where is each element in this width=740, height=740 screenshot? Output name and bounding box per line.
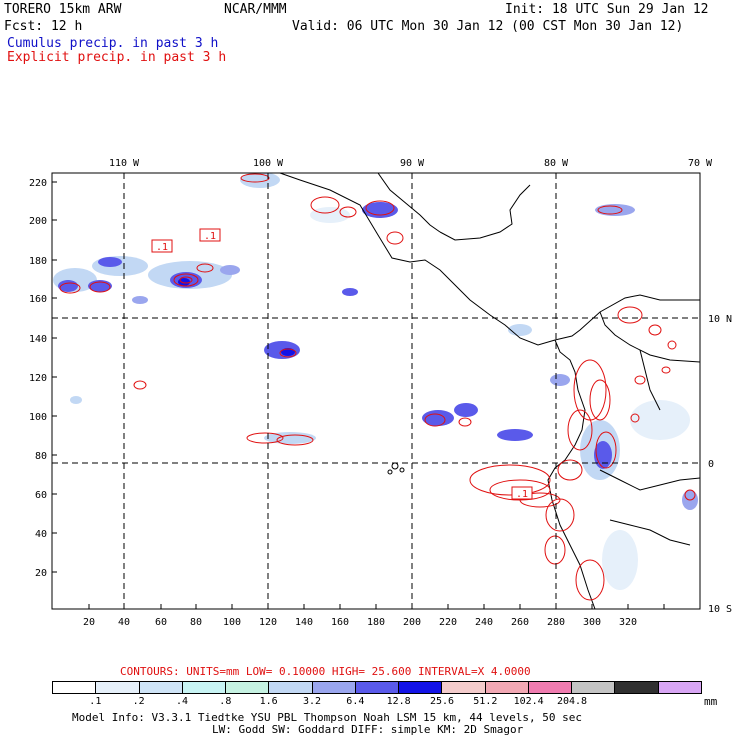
bottom-label: 220 <box>439 617 457 628</box>
coastlines <box>279 173 700 609</box>
contour-label-2: .1 <box>204 231 216 242</box>
right-label-10n: 10 N <box>708 314 732 325</box>
colorbar-label: 12.8 <box>386 696 411 707</box>
left-label: 180 <box>29 256 47 267</box>
left-label: 40 <box>35 529 47 540</box>
colorbar-segment <box>226 682 270 693</box>
colorbar-label: 1.6 <box>259 696 278 707</box>
colorbar-label: .4 <box>175 696 189 707</box>
colorbar-label: 25.6 <box>429 696 455 707</box>
bottom-label: 20 <box>83 617 95 628</box>
colorbar-label: 6.4 <box>346 696 365 707</box>
colorbar-label: .2 <box>132 696 145 707</box>
top-label-100w: 100 W <box>253 158 284 169</box>
contour-label-boxes <box>151 228 533 500</box>
bottom-label: 180 <box>367 617 385 628</box>
bottom-label: 100 <box>223 617 241 628</box>
top-label-80w: 80 W <box>544 158 569 169</box>
precip-map: .1 .1 .1 110 W 100 W 90 W 80 W 70 W 10 N… <box>29 158 732 628</box>
left-label: 160 <box>29 294 47 305</box>
contour-label-3: .1 <box>516 489 528 500</box>
top-label-110w: 110 W <box>109 158 140 169</box>
init-time: Init: 18 UTC Sun 29 Jan 12 <box>505 2 709 17</box>
colorbar-segment <box>442 682 486 693</box>
bottom-label: 260 <box>511 617 529 628</box>
footer-model-info: Model Info: V3.3.1 Tiedtke YSU PBL Thomp… <box>72 711 582 724</box>
colorbar-segment <box>399 682 443 693</box>
left-label: 140 <box>29 334 47 345</box>
left-label: 80 <box>35 451 47 462</box>
bottom-label: 80 <box>190 617 202 628</box>
valid-time: Valid: 06 UTC Mon 30 Jan 12 (00 CST Mon … <box>292 19 684 34</box>
contour-label-1: .1 <box>156 242 168 253</box>
left-label: 100 <box>29 412 47 423</box>
colorbar <box>52 681 702 694</box>
legend-explicit: Explicit precip. in past 3 h <box>7 50 227 65</box>
colorbar-label: 3.2 <box>302 696 322 707</box>
right-label-0: 0 <box>708 459 714 470</box>
contours-info: CONTOURS: UNITS=mm LOW= 0.10000 HIGH= 25… <box>120 665 531 678</box>
colorbar-segment <box>269 682 313 693</box>
footer-physics-info: LW: Godd SW: Goddard DIFF: simple KM: 2D… <box>212 723 524 736</box>
bottom-label: 240 <box>475 617 493 628</box>
left-label: 20 <box>35 568 47 579</box>
axis-ticks <box>52 181 665 609</box>
bottom-label: 120 <box>259 617 277 628</box>
right-label-10s: 10 S <box>708 604 732 615</box>
left-label: 120 <box>29 373 47 384</box>
colorbar-segment <box>96 682 140 693</box>
bottom-label: 200 <box>403 617 421 628</box>
bottom-label: 60 <box>155 617 167 628</box>
colorbar-label: .1 <box>89 696 102 707</box>
bottom-label: 320 <box>619 617 637 628</box>
legend-cumulus: Cumulus precip. in past 3 h <box>7 36 219 51</box>
colorbar-segment <box>528 682 573 693</box>
forecast-hour: Fcst: 12 h <box>4 19 83 34</box>
top-label-70w: 70 W <box>688 158 713 169</box>
colorbar-label: 102.4 <box>513 696 544 707</box>
institution-label: NCAR/MMM <box>224 2 287 17</box>
map-field: .1 .1 .1 <box>52 173 700 609</box>
colorbar-segment <box>355 682 400 693</box>
left-label: 220 <box>29 178 47 189</box>
bottom-label: 40 <box>118 617 130 628</box>
colorbar-segment <box>182 682 227 693</box>
map-frame <box>51 172 701 610</box>
graticule <box>52 173 700 609</box>
colorbar-segment <box>312 682 356 693</box>
bottom-label: 160 <box>331 617 349 628</box>
left-label: 200 <box>29 216 47 227</box>
colorbar-label: .8 <box>219 696 232 707</box>
bottom-label: 140 <box>295 617 313 628</box>
explicit-contours <box>59 173 696 601</box>
colorbar-segment <box>53 682 97 693</box>
cumulus-shading <box>53 173 698 590</box>
colorbar-segment <box>658 682 701 693</box>
colorbar-segment <box>139 682 183 693</box>
bottom-label: 280 <box>547 617 565 628</box>
colorbar-label: 204.8 <box>556 696 588 707</box>
colorbar-segment <box>485 682 529 693</box>
colorbar-label: 51.2 <box>473 696 498 707</box>
model-title: TORERO 15km ARW <box>4 2 122 17</box>
left-label: 60 <box>35 490 47 501</box>
colorbar-unit: mm <box>704 695 718 708</box>
top-label-90w: 90 W <box>400 158 425 169</box>
colorbar-segment <box>572 682 616 693</box>
bottom-label: 300 <box>583 617 601 628</box>
colorbar-segment <box>615 682 659 693</box>
